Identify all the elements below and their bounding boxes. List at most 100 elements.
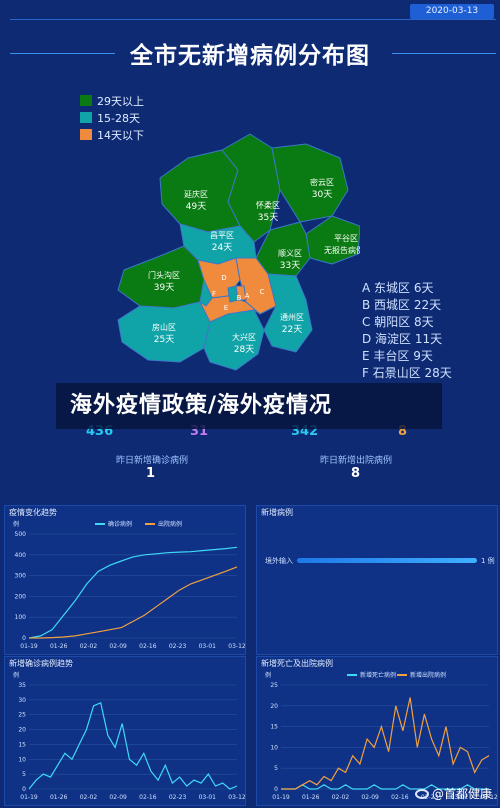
beijing-district-map: 延庆区 49天 怀柔区 35天 密云区 30天 昌平区 24天 平谷区 无报告病… — [117, 133, 360, 371]
map-letter-e: E — [224, 304, 228, 312]
trend-chart: 例 0 100 200 300 400 500 01-19 01-26 02-02 02-09 02-… — [13, 520, 245, 650]
legend-label: 新增死亡病例 — [360, 671, 396, 679]
x-tick-label: 02-02 — [332, 794, 350, 801]
death-discharge-chart: 例 0 5 10 15 20 25 01-19 01-26 02-02 02-09 02-16 02-2… — [265, 671, 497, 801]
map-letter-a: A — [245, 292, 250, 300]
x-tick-label: 03-12 — [228, 643, 245, 650]
watermark: @首都健康 — [414, 785, 492, 802]
bar-label-imported: 境外输入 — [265, 557, 293, 565]
series-line-0 — [28, 701, 238, 790]
y-tick-label: 25 — [18, 712, 26, 719]
y-tick-label: 15 — [18, 741, 26, 748]
district-days-shunyi: 33天 — [280, 261, 300, 271]
district-list-item: A 东城区 6天 — [362, 281, 434, 295]
district-days-huairou: 35天 — [258, 213, 278, 223]
map-letter-d: D — [221, 274, 226, 282]
x-tick-label: 02-23 — [421, 794, 439, 801]
daily-chart: 例 0 5 10 15 20 25 30 35 01-19 01-26 02-02 02-09 02-16… — [13, 671, 245, 801]
panel-trend: 疫情变化趋势 例 0 100 200 300 400 500 01-19 01-26 02-02 0… — [4, 505, 246, 655]
district-days-mentougou: 39天 — [154, 283, 174, 293]
y-tick-label: 30 — [18, 697, 26, 704]
y-tick-label: 400 — [15, 552, 27, 559]
district-days-tongzhou: 22天 — [282, 325, 302, 335]
bar-fill-imported — [297, 558, 477, 563]
legend-item-29-plus: 29天以上 — [80, 92, 144, 109]
stat-caption-new-discharged: 昨日新增出院病例 — [320, 456, 393, 466]
district-miyun[interactable] — [271, 143, 349, 223]
district-days-pinggu: 无报告病例 — [324, 245, 360, 255]
y-unit-label: 例 — [265, 671, 271, 679]
x-tick-label: 03-12 — [228, 794, 245, 801]
district-name-tongzhou: 通州区 — [280, 312, 304, 322]
x-tick-label: 02-16 — [391, 794, 409, 801]
x-tick-label: 02-02 — [80, 794, 98, 801]
y-tick-label: 200 — [15, 593, 27, 600]
y-tick-label: 0 — [274, 786, 278, 793]
x-tick-label: 01-19 — [20, 643, 38, 650]
series-line-1 — [281, 697, 490, 790]
map-letter-f: F — [212, 290, 216, 298]
x-tick-label: 02-23 — [169, 794, 187, 801]
panel-title-daily: 新增确诊病例趋势 — [9, 659, 73, 668]
y-tick-label: 35 — [18, 682, 26, 689]
weibo-icon — [414, 788, 429, 799]
district-days-miyun: 30天 — [312, 190, 332, 200]
x-tick-label: 02-09 — [361, 794, 379, 801]
headline-overlay[interactable]: 海外疫情政策/海外疫情况 — [56, 383, 442, 429]
y-tick-label: 500 — [15, 531, 27, 538]
legend-label: 14天以下 — [97, 128, 144, 142]
x-tick-label: 01-26 — [50, 643, 68, 650]
x-tick-label: 03-01 — [199, 643, 217, 650]
legend-label: 新增出院病例 — [410, 671, 446, 679]
title-rule-right — [392, 53, 496, 54]
district-name-mentougou: 门头沟区 — [148, 270, 180, 280]
district-fangshan[interactable] — [117, 301, 211, 363]
y-tick-label: 25 — [270, 682, 278, 689]
y-tick-label: 15 — [270, 724, 278, 731]
district-huairou[interactable] — [221, 133, 281, 243]
district-list-item: E 丰台区 9天 — [362, 349, 433, 363]
y-tick-label: 5 — [274, 765, 278, 772]
district-list-item: D 海淀区 11天 — [362, 332, 443, 346]
district-days-fangshan: 25天 — [154, 335, 174, 345]
district-name-daxing: 大兴区 — [232, 332, 256, 342]
legend-label: 出院病例 — [158, 520, 182, 528]
x-tick-label: 02-16 — [139, 794, 157, 801]
central-district-list: A 东城区 6天 B 西城区 22天 C 朝阳区 8天 D 海淀区 11天 E … — [362, 280, 452, 382]
bar-track-imported — [297, 558, 477, 563]
panel-title-death-discharge: 新增死亡及出院病例 — [261, 659, 333, 668]
panel-title-trend: 疫情变化趋势 — [9, 508, 57, 517]
district-dongcheng[interactable] — [235, 285, 247, 301]
y-tick-label: 10 — [18, 756, 26, 763]
x-tick-label: 01-19 — [20, 794, 38, 801]
stat-new-confirmed: 1 — [146, 466, 156, 481]
y-tick-label: 20 — [270, 703, 278, 710]
x-tick-label: 01-26 — [302, 794, 320, 801]
x-tick-label: 03-12 — [480, 794, 497, 801]
district-name-miyun: 密云区 — [310, 177, 334, 187]
map-letter-b: B — [237, 294, 242, 302]
legend-item-15-28: 15-28天 — [80, 109, 144, 126]
y-tick-label: 0 — [22, 635, 26, 642]
panel-death-discharge: 新增死亡及出院病例 例 0 5 10 15 20 25 01-19 01-26 02-02 02-0… — [256, 656, 498, 806]
y-tick-label: 5 — [22, 771, 26, 778]
x-tick-label: 01-26 — [50, 794, 68, 801]
district-name-huairou: 怀柔区 — [256, 200, 280, 210]
district-tongzhou[interactable] — [263, 273, 313, 353]
district-list-item: C 朝阳区 8天 — [362, 315, 434, 329]
x-tick-label: 02-23 — [169, 643, 187, 650]
district-list-item: B 西城区 22天 — [362, 298, 442, 312]
legend-label: 29天以上 — [97, 94, 144, 108]
map-letter-c: C — [260, 288, 265, 296]
legend-swatch — [80, 95, 92, 106]
panel-new-cases: 新增病例 境外输入 1 例 — [256, 505, 498, 655]
district-name-pinggu: 平谷区 — [334, 234, 358, 243]
district-fengtai[interactable] — [199, 295, 261, 323]
bar-value-imported: 1 例 — [481, 557, 495, 565]
district-days-changping: 24天 — [212, 243, 232, 253]
stat-deaths-total: 8 — [398, 424, 408, 439]
x-tick-label: 01-19 — [272, 794, 290, 801]
title-bar: 全市无新增病例分布图 — [0, 36, 500, 70]
y-unit-label: 例 — [13, 520, 19, 528]
district-name-yanqing: 延庆区 — [184, 189, 208, 199]
